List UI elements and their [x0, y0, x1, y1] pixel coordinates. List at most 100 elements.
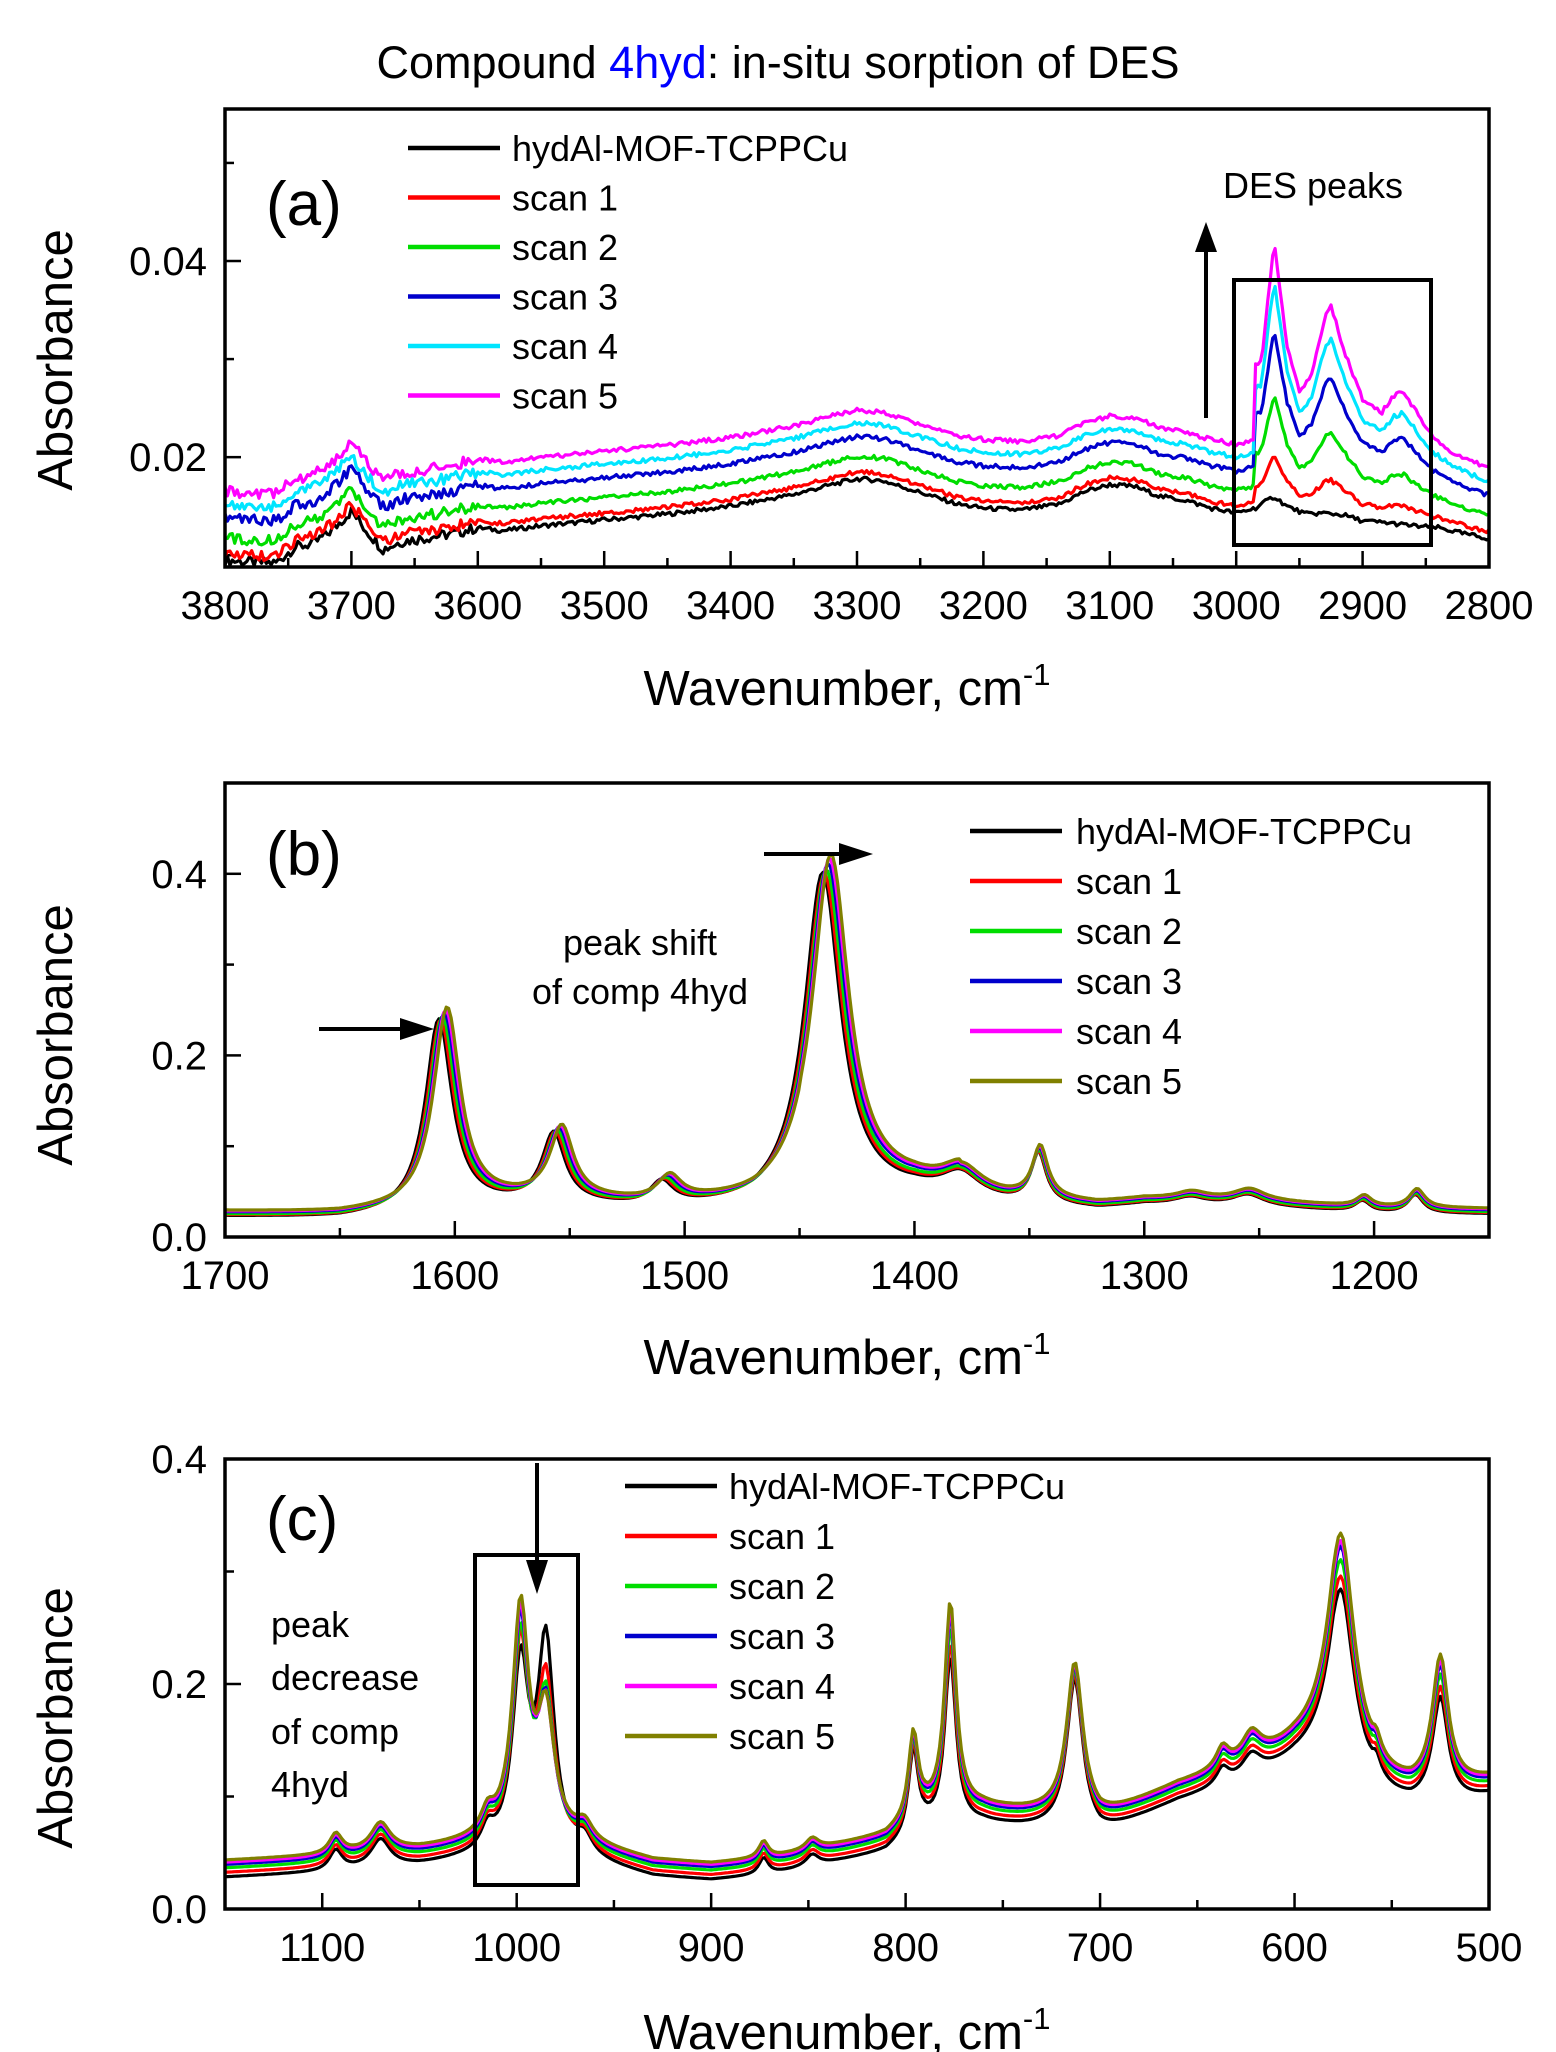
legend-entry: scan 3	[729, 1616, 835, 1657]
y-tick-label: 0.4	[151, 853, 207, 897]
x-tick-label: 3500	[560, 584, 649, 628]
panel-c-annotation-line-3: of comp	[271, 1711, 399, 1752]
panel-c-annotation-line-1: peak	[271, 1604, 350, 1645]
panel-b-ylabel: Absorbance	[29, 904, 83, 1166]
series-line-scan-5	[225, 1531, 1489, 1864]
panel-b-annotation-line-2: of comp 4hyd	[532, 971, 748, 1012]
series-line-scan-1	[225, 455, 1489, 563]
x-tick-label: 800	[872, 1926, 939, 1970]
series-line-scan-2	[225, 1558, 1489, 1872]
panel-a-ticks	[223, 161, 1491, 567]
legend-entry: scan 4	[729, 1666, 835, 1707]
panel-b-series	[225, 852, 1489, 1217]
legend-entry: scan 1	[512, 178, 618, 219]
panel-c-annotation-line-4: 4hyd	[271, 1764, 349, 1805]
panel-a-label: (a)	[266, 170, 342, 239]
series-line-base	[225, 475, 1489, 567]
y-tick-label: 0.0	[151, 1888, 207, 1932]
x-tick-label: 2800	[1445, 584, 1534, 628]
x-tick-label: 3200	[939, 584, 1028, 628]
panel-c-plot-frame	[223, 1457, 1491, 1911]
panel-b-arrow-1	[319, 1018, 434, 1040]
x-tick-label: 1200	[1330, 1254, 1419, 1298]
panel-b-annotation-line-1: peak shift	[563, 922, 717, 963]
panel-b-arrow-2	[764, 843, 873, 865]
series-line-scan-3	[225, 334, 1489, 527]
panel-b-label: (b)	[266, 820, 342, 889]
legend-entry: scan 3	[1076, 961, 1182, 1002]
legend-entry: hydAl-MOF-TCPPCu	[1076, 811, 1412, 852]
figure-title: Compound 4hyd: in-situ sorption of DES	[377, 37, 1180, 88]
x-tick-label: 1700	[181, 1254, 270, 1298]
panel-c-label: (c)	[266, 1485, 338, 1554]
legend-entry: hydAl-MOF-TCPPCu	[729, 1466, 1065, 1507]
x-tick-label: 3800	[181, 584, 270, 628]
panel-b-legend: hydAl-MOF-TCPPCu scan 1 scan 2 scan 3 scan 4…	[970, 811, 1412, 1102]
panel-a-ylabel: Absorbance	[29, 229, 83, 491]
x-tick-label: 3100	[1065, 584, 1154, 628]
x-tick-label: 3600	[433, 584, 522, 628]
panel-c-ylabel: Absorbance	[29, 1587, 83, 1849]
panel-a-plot-frame	[223, 107, 1491, 569]
series-line-scan-1	[225, 1574, 1489, 1876]
panel-a-series	[225, 246, 1489, 567]
legend-entry: scan 2	[729, 1566, 835, 1607]
legend-entry: hydAl-MOF-TCPPCu	[512, 128, 848, 169]
y-tick-label: 0.2	[151, 1034, 207, 1078]
series-line-base	[225, 1587, 1489, 1881]
legend-entry: scan 5	[512, 376, 618, 417]
legend-entry: scan 1	[729, 1516, 835, 1557]
x-tick-label: 3700	[307, 584, 396, 628]
panel-c-annotation: peak decrease of comp 4hyd	[271, 1604, 419, 1805]
series-line-scan-4	[225, 1538, 1489, 1866]
panel-b: Absorbance Wavenumber, cm-1 1700 1600 1500…	[29, 781, 1491, 1385]
panel-a: Absorbance Wavenumber, cm-1 3800 3700 3600…	[29, 107, 1533, 716]
panel-a-des-box	[1232, 278, 1433, 547]
legend-entry: scan 4	[512, 326, 618, 367]
panel-c-peak-box	[473, 1553, 580, 1887]
y-tick-label: 0.2	[151, 1663, 207, 1707]
series-line-scan-3	[225, 1544, 1489, 1869]
x-tick-label: 1000	[472, 1926, 561, 1970]
panel-a-annotation: DES peaks	[1223, 165, 1403, 206]
panel-c-series	[225, 1531, 1489, 1881]
panel-b-annotation: peak shift of comp 4hyd	[532, 922, 748, 1012]
legend-entry: scan 4	[1076, 1011, 1182, 1052]
y-tick-label: 0.0	[151, 1216, 207, 1260]
title-prefix: Compound	[377, 37, 610, 88]
x-tick-label: 3000	[1192, 584, 1281, 628]
legend-entry: scan 1	[1076, 861, 1182, 902]
title-highlight: 4hyd	[609, 37, 707, 88]
panel-a-arrow	[1195, 222, 1217, 418]
series-line-scan-5	[225, 852, 1489, 1212]
legend-entry: scan 2	[1076, 911, 1182, 952]
x-tick-label: 1300	[1100, 1254, 1189, 1298]
panel-a-tick-labels: 3800 3700 3600 3500 3400 3300 3200 3100 3000 2900…	[129, 240, 1533, 628]
panel-b-xlabel: Wavenumber, cm-1	[644, 1326, 1051, 1385]
x-tick-label: 1100	[279, 1926, 365, 1970]
panel-b-plot-frame	[223, 781, 1491, 1239]
series-line-scan-5	[225, 246, 1489, 500]
panel-b-tick-labels: 1700 1600 1500 1400 1300 1200 0.0 0.2 0.4	[151, 853, 1418, 1298]
series-line-scan-2	[225, 396, 1489, 547]
panel-c-arrow	[526, 1463, 548, 1594]
x-tick-label: 600	[1261, 1926, 1328, 1970]
x-tick-label: 500	[1456, 1926, 1523, 1970]
x-tick-label: 900	[678, 1926, 745, 1970]
panel-c: Absorbance Wavenumber, cm-1 1100 1000 900 8…	[29, 1438, 1522, 2052]
series-line-scan-4	[225, 284, 1489, 513]
x-tick-label: 3300	[813, 584, 902, 628]
panel-c-tick-labels: 1100 1000 900 800 700 600 500 0.0 0.2 0.4	[151, 1438, 1522, 1970]
x-tick-label: 1400	[870, 1254, 959, 1298]
panel-c-annotation-line-2: decrease	[271, 1657, 419, 1698]
panel-a-xlabel: Wavenumber, cm-1	[644, 657, 1051, 716]
y-tick-label: 0.02	[129, 436, 207, 480]
x-tick-label: 3400	[686, 584, 775, 628]
x-tick-label: 1500	[640, 1254, 729, 1298]
x-tick-label: 2900	[1318, 584, 1407, 628]
panel-c-xlabel: Wavenumber, cm-1	[644, 2001, 1051, 2052]
x-tick-label: 1600	[410, 1254, 499, 1298]
y-tick-label: 0.04	[129, 240, 207, 284]
panel-a-legend: hydAl-MOF-TCPPCu scan 1 scan 2 scan 3 scan 4…	[408, 128, 848, 417]
